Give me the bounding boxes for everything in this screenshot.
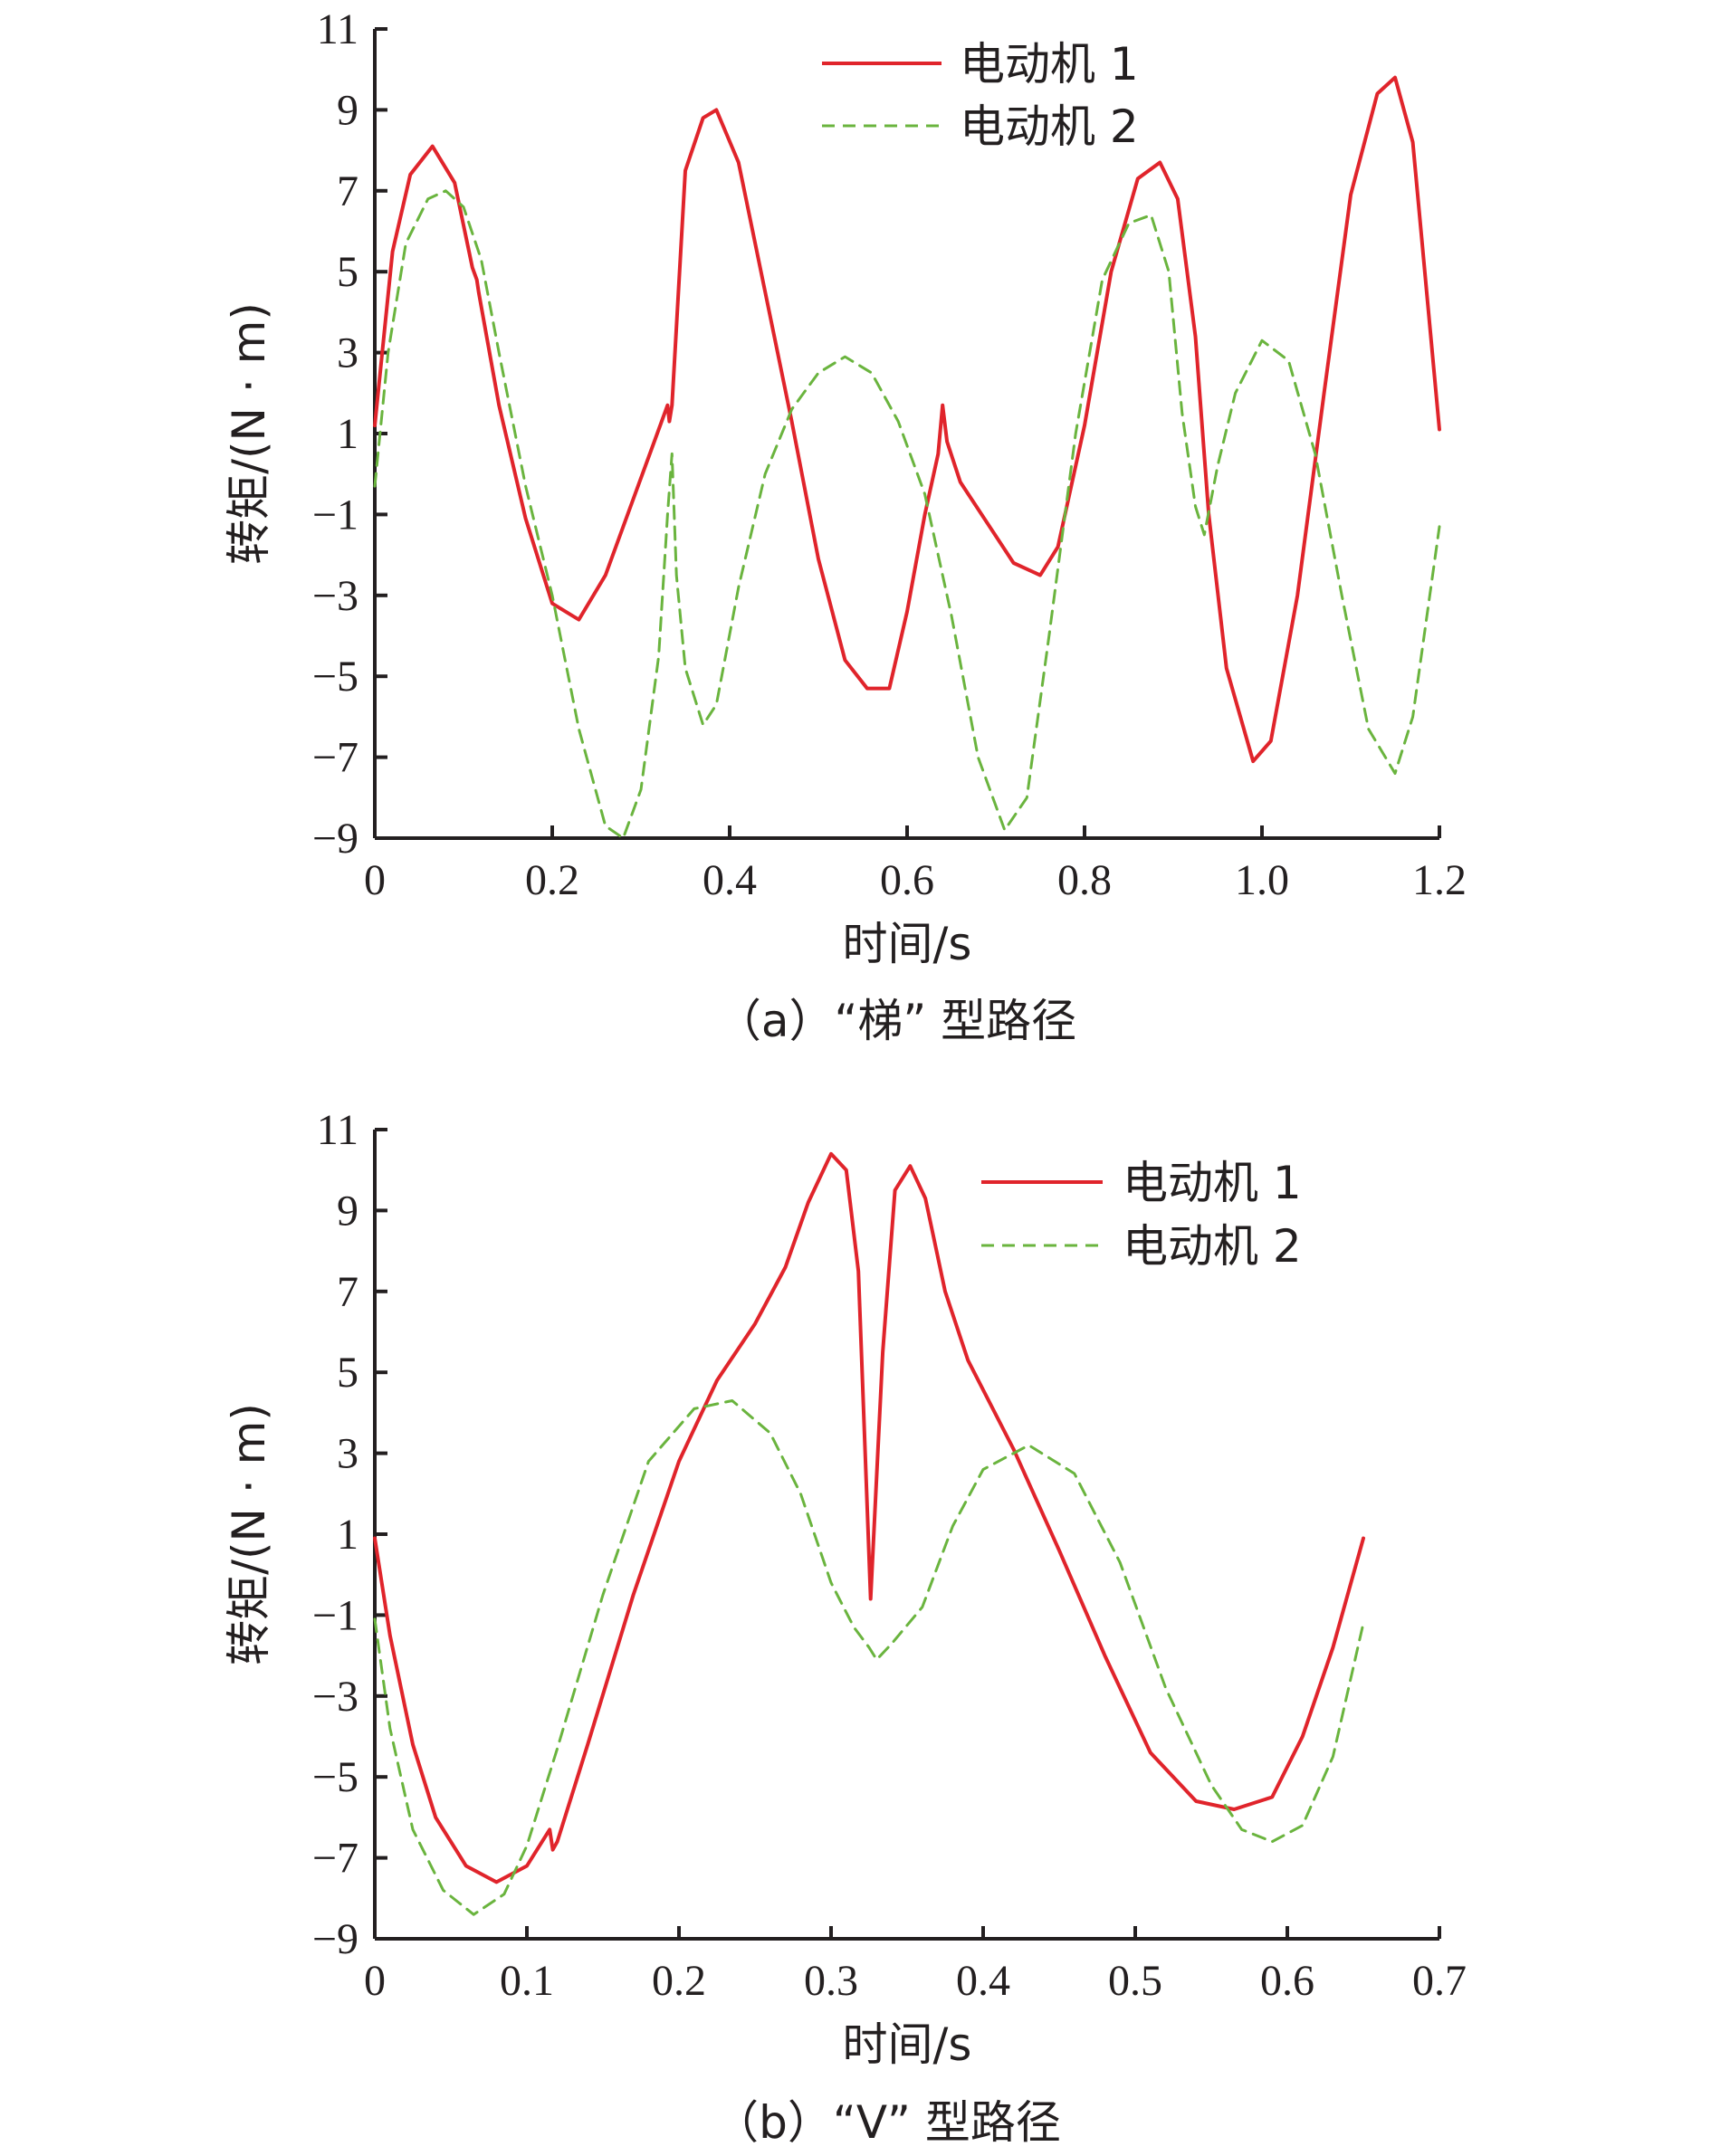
y-tick-label: 1 (337, 1511, 358, 1559)
x-tick-label: 0.2 (525, 856, 579, 904)
y-tick-label: −5 (312, 1753, 358, 1801)
y-tick-label: 7 (337, 167, 358, 215)
legend-label-motor1: 电动机 1 (1123, 1157, 1302, 1209)
y-axis-label: 转矩/(N · m) (223, 1403, 275, 1665)
series-line-motor2 (373, 189, 1441, 840)
y-tick-label: 11 (317, 1106, 358, 1154)
legend: 电动机 1 电动机 2 (981, 1157, 1302, 1273)
y-tick-label: 1 (337, 410, 358, 458)
y-tick-label: −9 (312, 815, 358, 863)
x-axis-label: 时间/s (843, 2018, 972, 2071)
x-tick-label: 0.5 (1108, 1957, 1162, 2005)
y-tick-label: −5 (312, 653, 358, 701)
x-tick-label: 0.4 (703, 856, 757, 904)
x-tick-label: 0.6 (880, 856, 934, 904)
chart-caption: （b）“V” 型路径 (713, 2096, 1061, 2149)
series-line-motor1 (373, 75, 1441, 764)
y-axis-label: 转矩/(N · m) (223, 302, 275, 565)
y-tick-label: −9 (312, 1915, 358, 1963)
x-tick-label: 0.3 (804, 1957, 858, 2005)
x-tick-label: 1.2 (1412, 856, 1467, 904)
series-line-motor2 (373, 1399, 1365, 1916)
legend-label-motor2: 电动机 2 (1123, 1220, 1302, 1273)
x-axis-label: 时间/s (843, 918, 972, 970)
legend-label-motor1: 电动机 1 (960, 38, 1139, 91)
y-tick-label: 5 (337, 248, 358, 296)
y-tick-label: 3 (337, 1430, 358, 1478)
y-tick-label: 7 (337, 1268, 358, 1316)
y-tick-label: −7 (312, 734, 358, 782)
legend-label-motor2: 电动机 2 (960, 100, 1139, 153)
tick-layer: 11 9 7 5 3 1 −1 −3 −5 −7 −90 0.2 0.4 0.6 0.8 1.0 1.2 (312, 5, 1467, 904)
series-line-motor1 (373, 1151, 1365, 1884)
legend: 电动机 1 电动机 2 (822, 38, 1139, 153)
x-tick-label: 0.7 (1412, 1957, 1467, 2005)
y-tick-label: −7 (312, 1835, 358, 1883)
y-tick-label: 9 (337, 1187, 358, 1235)
y-tick-label: 11 (317, 5, 358, 53)
x-tick-label: 1.0 (1235, 856, 1289, 904)
y-tick-label: 5 (337, 1349, 358, 1397)
series-layer (373, 75, 1441, 840)
chart-caption: （a）“梯” 型路径 (716, 995, 1076, 1047)
x-tick-label: 0.8 (1057, 856, 1112, 904)
y-tick-label: 3 (337, 329, 358, 377)
chart-panel-a: 11 9 7 5 3 1 −1 −3 −5 −7 −90 0.2 0.4 0.6 0.8 1.0 1.2 电动机… (223, 5, 1467, 1047)
y-tick-label: −1 (312, 1591, 358, 1639)
tick-layer: 11 9 7 5 3 1 −1 −3 −5 −7 −90 0.1 0.2 0.3 0.4 0.5 0.6 0.7 (312, 1106, 1467, 2005)
y-tick-label: −3 (312, 1673, 358, 1721)
x-tick-label: 0.2 (652, 1957, 706, 2005)
x-tick-label: 0.1 (500, 1957, 554, 2005)
x-tick-label: 0.6 (1260, 1957, 1314, 2005)
x-tick-label: 0 (364, 856, 386, 904)
x-tick-label: 0.4 (956, 1957, 1010, 2005)
series-layer (373, 1151, 1365, 1916)
y-tick-label: −1 (312, 491, 358, 539)
y-tick-label: −3 (312, 572, 358, 620)
x-tick-label: 0 (364, 1957, 386, 2005)
y-tick-label: 9 (337, 86, 358, 134)
